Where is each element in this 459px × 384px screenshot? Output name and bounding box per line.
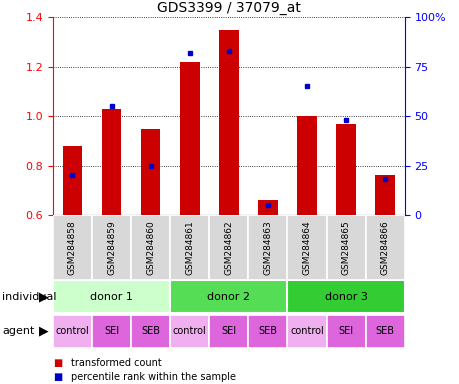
Text: SEI: SEI [221, 326, 236, 336]
Text: GSM284864: GSM284864 [302, 220, 311, 275]
Text: GSM284859: GSM284859 [107, 220, 116, 275]
Text: donor 2: donor 2 [207, 291, 250, 302]
Bar [53, 280, 170, 313]
Bar [92, 215, 131, 280]
Text: ▶: ▶ [39, 325, 48, 338]
Bar [365, 215, 404, 280]
Text: SEI: SEI [104, 326, 119, 336]
Bar [375, 175, 394, 215]
Bar [62, 146, 82, 215]
Bar [218, 30, 238, 215]
Text: donor 3: donor 3 [324, 291, 367, 302]
Text: individual: individual [2, 291, 56, 302]
Text: GSM284860: GSM284860 [146, 220, 155, 275]
Bar [326, 215, 365, 280]
Bar [209, 215, 248, 280]
Bar [257, 200, 277, 215]
Text: SEI: SEI [338, 326, 353, 336]
Text: agent: agent [2, 326, 34, 336]
Bar [92, 315, 131, 348]
Bar [326, 315, 365, 348]
Text: ■: ■ [53, 358, 62, 368]
Text: SEB: SEB [258, 326, 277, 336]
Bar [131, 215, 170, 280]
Text: SEB: SEB [141, 326, 160, 336]
Bar [170, 280, 287, 313]
Bar [101, 109, 121, 215]
Text: GSM284861: GSM284861 [185, 220, 194, 275]
Bar [248, 215, 287, 280]
Text: donor 1: donor 1 [90, 291, 133, 302]
Bar [179, 62, 199, 215]
Text: GSM284862: GSM284862 [224, 220, 233, 275]
Text: control: control [56, 326, 89, 336]
Bar [131, 315, 170, 348]
Text: GSM284863: GSM284863 [263, 220, 272, 275]
Text: transformed count: transformed count [71, 358, 162, 368]
Text: GSM284866: GSM284866 [380, 220, 389, 275]
Text: control: control [290, 326, 323, 336]
Title: GDS3399 / 37079_at: GDS3399 / 37079_at [157, 1, 300, 15]
Text: ■: ■ [53, 372, 62, 382]
Bar [365, 315, 404, 348]
Text: control: control [173, 326, 206, 336]
Bar [170, 215, 209, 280]
Text: percentile rank within the sample: percentile rank within the sample [71, 372, 236, 382]
Bar [336, 124, 355, 215]
Text: ▶: ▶ [39, 290, 48, 303]
Text: GSM284858: GSM284858 [68, 220, 77, 275]
Bar [209, 315, 248, 348]
Text: SEB: SEB [375, 326, 394, 336]
Bar [248, 315, 287, 348]
Bar [53, 315, 92, 348]
Bar [287, 315, 326, 348]
Bar [140, 129, 160, 215]
Bar [287, 215, 326, 280]
Text: GSM284865: GSM284865 [341, 220, 350, 275]
Bar [287, 280, 404, 313]
Bar [297, 116, 316, 215]
Bar [170, 315, 209, 348]
Bar [53, 215, 92, 280]
